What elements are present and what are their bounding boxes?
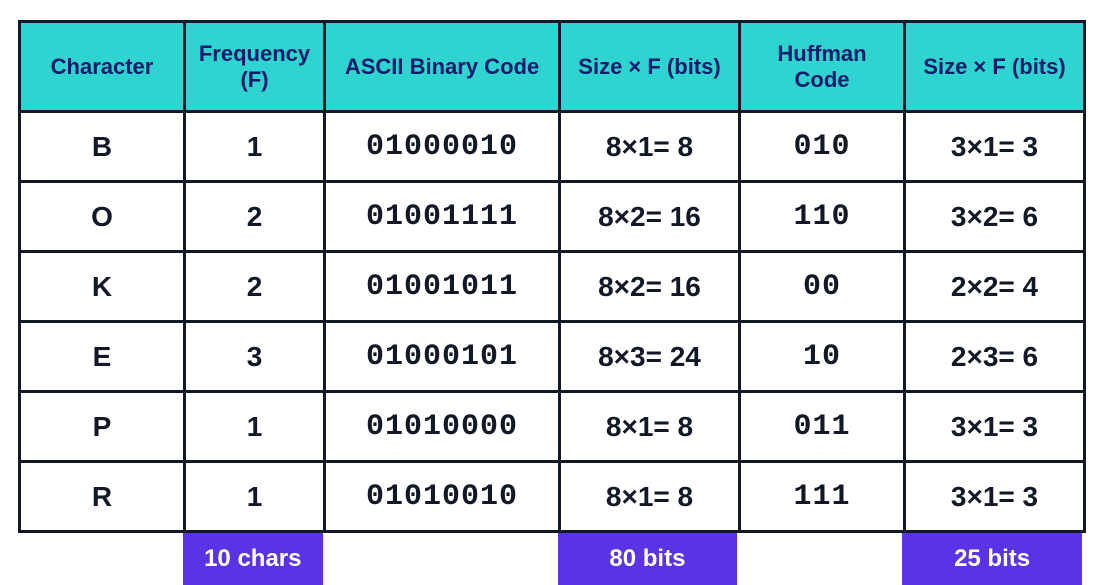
table-row: K 2 01001011 8×2= 16 00 2×2= 4 <box>20 252 1085 322</box>
cell-frequency: 1 <box>185 392 325 462</box>
cell-frequency: 1 <box>185 112 325 182</box>
huffman-comparison-table: Character Frequency (F) ASCII Binary Cod… <box>18 20 1082 585</box>
cell-huffman: 011 <box>740 392 905 462</box>
totals-huff-bits: 25 bits <box>902 533 1082 585</box>
cell-ascii-sizef: 8×1= 8 <box>560 462 740 532</box>
cell-huff-sizef: 3×1= 3 <box>905 392 1085 462</box>
cell-ascii-sizef: 8×1= 8 <box>560 112 740 182</box>
cell-character: K <box>20 252 185 322</box>
totals-frequency: 10 chars <box>183 533 323 585</box>
cell-frequency: 2 <box>185 182 325 252</box>
cell-ascii-sizef: 8×1= 8 <box>560 392 740 462</box>
cell-ascii-binary: 01010010 <box>325 462 560 532</box>
cell-character: E <box>20 322 185 392</box>
cell-huffman: 00 <box>740 252 905 322</box>
cell-ascii-sizef: 8×2= 16 <box>560 182 740 252</box>
col-header-huff-sizef: Size × F (bits) <box>905 22 1085 112</box>
col-header-ascii-sizef: Size × F (bits) <box>560 22 740 112</box>
cell-ascii-binary: 01010000 <box>325 392 560 462</box>
totals-spacer <box>737 533 902 585</box>
totals-spacer <box>323 533 558 585</box>
cell-ascii-sizef: 8×3= 24 <box>560 322 740 392</box>
cell-huff-sizef: 3×1= 3 <box>905 112 1085 182</box>
cell-character: O <box>20 182 185 252</box>
totals-ascii-bits-label: 80 bits <box>558 533 738 585</box>
cell-huffman: 111 <box>740 462 905 532</box>
totals-frequency-label: 10 chars <box>183 533 323 585</box>
table-row: P 1 01010000 8×1= 8 011 3×1= 3 <box>20 392 1085 462</box>
totals-huff-bits-label: 25 bits <box>902 533 1082 585</box>
table-row: O 2 01001111 8×2= 16 110 3×2= 6 <box>20 182 1085 252</box>
cell-ascii-binary: 01001011 <box>325 252 560 322</box>
totals-spacer <box>18 533 183 585</box>
totals-ascii-bits: 80 bits <box>558 533 738 585</box>
cell-huff-sizef: 3×2= 6 <box>905 182 1085 252</box>
cell-character: B <box>20 112 185 182</box>
cell-character: R <box>20 462 185 532</box>
cell-character: P <box>20 392 185 462</box>
totals-row: 10 chars 80 bits 25 bits <box>18 533 1082 585</box>
cell-frequency: 3 <box>185 322 325 392</box>
cell-huffman: 110 <box>740 182 905 252</box>
header-row: Character Frequency (F) ASCII Binary Cod… <box>20 22 1085 112</box>
table-row: E 3 01000101 8×3= 24 10 2×3= 6 <box>20 322 1085 392</box>
table-row: R 1 01010010 8×1= 8 111 3×1= 3 <box>20 462 1085 532</box>
cell-frequency: 2 <box>185 252 325 322</box>
cell-huffman: 10 <box>740 322 905 392</box>
cell-huff-sizef: 2×3= 6 <box>905 322 1085 392</box>
col-header-frequency: Frequency (F) <box>185 22 325 112</box>
cell-ascii-binary: 01000010 <box>325 112 560 182</box>
col-header-huffman: Huffman Code <box>740 22 905 112</box>
cell-ascii-binary: 01000101 <box>325 322 560 392</box>
cell-huffman: 010 <box>740 112 905 182</box>
cell-huff-sizef: 3×1= 3 <box>905 462 1085 532</box>
col-header-ascii-binary: ASCII Binary Code <box>325 22 560 112</box>
data-table: Character Frequency (F) ASCII Binary Cod… <box>18 20 1086 533</box>
cell-ascii-binary: 01001111 <box>325 182 560 252</box>
cell-frequency: 1 <box>185 462 325 532</box>
col-header-character: Character <box>20 22 185 112</box>
cell-ascii-sizef: 8×2= 16 <box>560 252 740 322</box>
cell-huff-sizef: 2×2= 4 <box>905 252 1085 322</box>
table-row: B 1 01000010 8×1= 8 010 3×1= 3 <box>20 112 1085 182</box>
